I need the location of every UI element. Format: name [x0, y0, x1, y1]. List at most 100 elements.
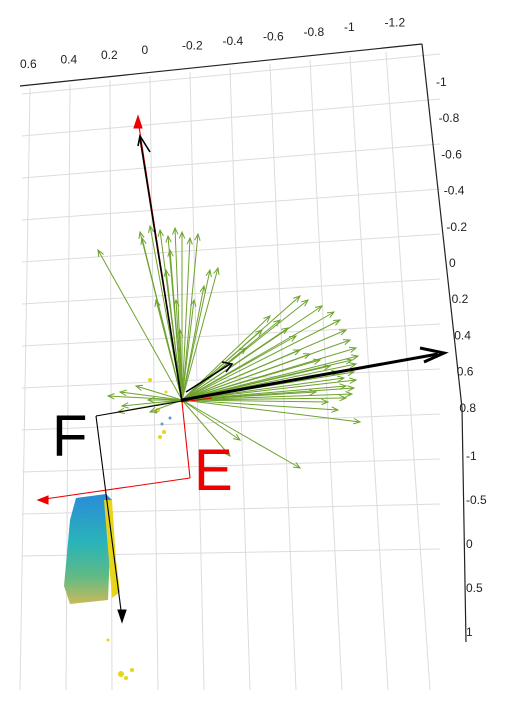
vector-line — [155, 299, 183, 401]
vector-arrowhead — [97, 248, 104, 258]
vector-line — [135, 385, 183, 401]
vector-arrowhead — [326, 311, 336, 318]
tick-label: 0.4 — [61, 52, 78, 66]
frame-f — [95, 133, 234, 624]
vector-line — [181, 267, 219, 401]
vector-line — [181, 349, 301, 401]
vector-arrowhead — [205, 268, 212, 277]
vector-line — [121, 399, 183, 407]
vector-line — [181, 379, 357, 401]
vector-arrowhead — [349, 362, 358, 369]
vector-arrowhead — [345, 358, 354, 365]
tick-label: -0.5 — [466, 493, 487, 507]
vector-arrowhead — [281, 327, 290, 335]
vector-arrowhead — [138, 230, 145, 239]
label-e: E — [194, 438, 233, 503]
tick-label: -0.8 — [439, 111, 460, 125]
tick-label: 0 — [142, 43, 149, 57]
vector-arrowhead — [165, 234, 172, 243]
axis-lines — [19, 43, 467, 643]
tick-label: -0.4 — [444, 184, 465, 198]
vector-arrowhead — [263, 315, 271, 323]
vector-arrowhead — [173, 298, 180, 307]
vector-arrowhead — [288, 335, 298, 342]
grid-line-vertical — [149, 75, 159, 691]
vector-arrowhead — [309, 389, 318, 396]
tick-label: 0.4 — [454, 328, 471, 342]
vector-arrowhead — [349, 377, 358, 384]
grid-line-horizontal — [21, 413, 441, 431]
vector-line — [181, 319, 341, 401]
vector-arrowhead — [147, 224, 155, 233]
vector-line — [181, 399, 231, 457]
vector-arrowhead — [163, 268, 170, 277]
grid-line-vertical — [349, 55, 389, 691]
vector-arrowhead — [172, 226, 179, 235]
vector-arrowhead — [342, 339, 352, 346]
tick-label: 0.6 — [457, 365, 474, 379]
vector-arrowhead — [348, 346, 358, 353]
vector-line — [165, 269, 183, 401]
vector-line — [181, 399, 241, 441]
tick-label: 0.8 — [459, 401, 476, 415]
tick-label: -0.2 — [446, 220, 467, 234]
vector-arrowhead — [213, 266, 220, 276]
vector-line — [181, 299, 195, 401]
vector-arrowhead — [315, 305, 324, 313]
vector-line — [181, 359, 321, 401]
vector-arrowhead — [146, 396, 155, 404]
tick-label: -0.6 — [263, 29, 284, 43]
vector-arrowhead — [120, 402, 129, 409]
tick-label: -1 — [344, 20, 355, 34]
vector-arrowhead — [106, 393, 115, 400]
vector-arrowhead — [233, 433, 242, 441]
vector-line — [181, 329, 263, 401]
vector-arrowhead — [351, 354, 360, 361]
vector-arrowhead — [292, 349, 302, 356]
vector-arrowhead — [345, 391, 354, 398]
vector-line — [181, 237, 191, 401]
vector-arrowhead — [239, 347, 247, 355]
tick-label: 0 — [466, 537, 473, 551]
grid-line-horizontal — [21, 458, 441, 473]
vector-arrowhead — [292, 462, 302, 469]
vector-line — [181, 285, 205, 401]
vector-line — [179, 329, 183, 401]
vector-line — [181, 359, 353, 401]
vector-arrowhead — [255, 329, 263, 337]
vector-arrowhead — [178, 230, 186, 239]
vector-field — [97, 224, 362, 469]
vector-line — [181, 393, 353, 401]
vector-arrowhead — [199, 284, 206, 293]
vector-line — [181, 399, 329, 403]
vector-arrowhead — [332, 319, 342, 326]
vector-line — [181, 353, 311, 401]
vector-arrowhead — [337, 375, 346, 382]
grid-line-horizontal — [21, 233, 441, 263]
vector-arrowhead — [323, 364, 332, 371]
top-axis-ticks: 0.6 0.4 0.2 0 -0.2 -0.4 -0.6 -0.8 -1 -1.2 — [20, 16, 406, 71]
grid-line-horizontal — [21, 98, 441, 137]
vector-arrowhead — [339, 394, 348, 402]
vector-arrowhead — [176, 328, 184, 337]
vector-line — [119, 391, 183, 401]
grid-line-horizontal — [21, 53, 441, 95]
vector-arrowhead — [321, 398, 330, 406]
vector-arrowhead — [167, 248, 174, 257]
vector-arrowhead — [302, 353, 312, 360]
tick-label: -0.8 — [304, 25, 325, 39]
vector-arrowhead — [157, 228, 164, 237]
tick-label: 1 — [466, 625, 473, 639]
vector-line — [107, 395, 183, 401]
vector-line — [181, 327, 289, 401]
tick-label: 0.2 — [101, 48, 118, 62]
tick-label: 0.2 — [452, 292, 469, 306]
grid-line-vertical — [189, 71, 205, 691]
tick-label: -0.2 — [182, 39, 203, 53]
vector-line — [181, 335, 297, 401]
vector-arrowhead — [190, 298, 197, 307]
tick-label: -1 — [466, 449, 477, 463]
grid-line-vertical — [385, 51, 431, 691]
vector-line — [181, 397, 347, 401]
